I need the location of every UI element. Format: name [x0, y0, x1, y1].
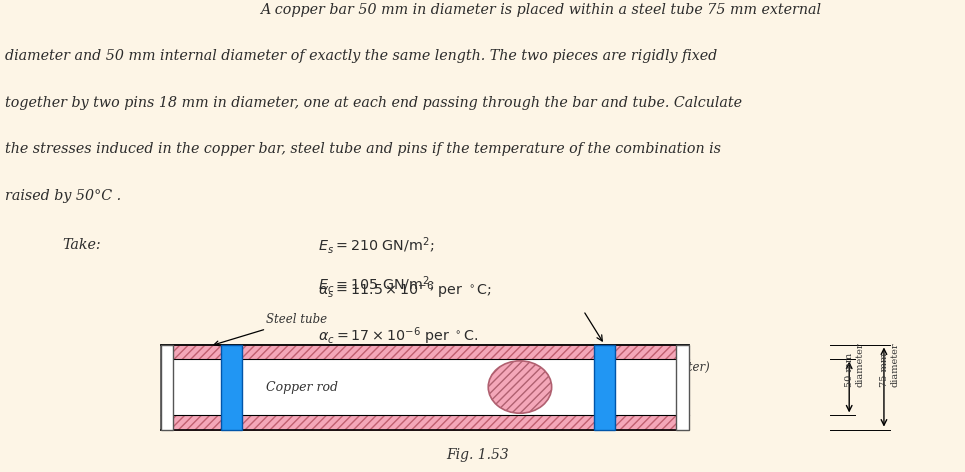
Text: Take:: Take:	[63, 238, 101, 252]
Text: 50 mm
diameter: 50 mm diameter	[845, 342, 865, 387]
Text: $E_s = 210\ \mathrm{GN/m^2}$;: $E_s = 210\ \mathrm{GN/m^2}$;	[318, 236, 435, 256]
Text: $\alpha_s = 11.5 \times 10^{-6}\ \mathrm{per\ ^\circ C}$;: $\alpha_s = 11.5 \times 10^{-6}\ \mathrm…	[318, 279, 492, 301]
Text: raised by 50°C .: raised by 50°C .	[5, 189, 121, 203]
Bar	[593, 345, 615, 430]
Bar	[160, 345, 689, 359]
Text: diameter and 50 mm internal diameter of exactly the same length. The two pieces : diameter and 50 mm internal diameter of …	[5, 49, 717, 63]
Bar	[160, 345, 174, 430]
Bar	[160, 359, 689, 415]
Bar	[676, 345, 689, 430]
Ellipse shape	[488, 361, 552, 413]
Text: 75 mm
diameter: 75 mm diameter	[880, 342, 899, 387]
Text: Steel tube: Steel tube	[214, 313, 327, 346]
Bar	[221, 345, 241, 430]
Text: $\alpha_c = 17 \times 10^{-6}\ \mathrm{per\ ^\circ C}.$: $\alpha_c = 17 \times 10^{-6}\ \mathrm{p…	[318, 326, 479, 347]
Bar	[160, 345, 689, 430]
Text: Fig. 1.53: Fig. 1.53	[446, 448, 510, 463]
Text: A copper bar 50 mm in diameter is placed within a steel tube 75 mm external: A copper bar 50 mm in diameter is placed…	[261, 3, 821, 17]
Bar	[160, 415, 689, 430]
Text: together by two pins 18 mm in diameter, one at each end passing through the bar : together by two pins 18 mm in diameter, …	[5, 96, 742, 110]
Text: Pin (18 mm diameter): Pin (18 mm diameter)	[579, 361, 709, 374]
Text: the stresses induced in the copper bar, steel tube and pins if the temperature o: the stresses induced in the copper bar, …	[5, 143, 721, 156]
Text: Copper rod: Copper rod	[265, 380, 338, 394]
Text: $E_c = 105\ \mathrm{GN/m^2}$;: $E_c = 105\ \mathrm{GN/m^2}$;	[318, 274, 435, 295]
